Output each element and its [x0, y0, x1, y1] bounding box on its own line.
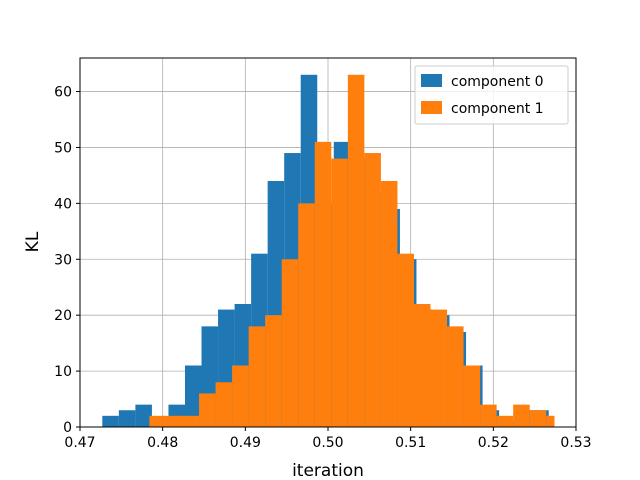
- histogram-bar-series-1: [165, 415, 183, 427]
- y-tick-label: 40: [54, 196, 72, 212]
- histogram-bar-series-1: [529, 410, 547, 427]
- histogram-bar-series-1: [347, 74, 365, 427]
- histogram-bar-series-1: [364, 153, 381, 427]
- x-tick-label: 0.47: [64, 435, 95, 451]
- histogram-bar-series-0: [184, 365, 202, 427]
- x-tick-label: 0.50: [312, 435, 343, 451]
- histogram-bar-series-1: [281, 259, 299, 427]
- histogram-bar-series-1: [480, 404, 497, 427]
- histogram-bar-series-1: [496, 415, 514, 427]
- histogram-bar-series-1: [463, 365, 481, 427]
- histogram-bars: [102, 74, 555, 428]
- histogram-bar-series-1: [430, 309, 448, 427]
- y-tick-label: 60: [54, 85, 72, 101]
- legend-swatch: [421, 74, 442, 87]
- y-axis-label: KL: [23, 231, 43, 252]
- x-tick-label: 0.51: [395, 435, 426, 451]
- histogram-bar-series-1: [380, 181, 398, 427]
- histogram-bar-series-1: [447, 326, 464, 427]
- x-tick-label: 0.48: [147, 435, 178, 451]
- legend-swatch: [421, 101, 442, 114]
- legend-box: [414, 65, 569, 125]
- x-tick-label: 0.53: [560, 435, 591, 451]
- y-tick-label: 50: [54, 140, 72, 156]
- histogram-bar-series-1: [314, 141, 332, 427]
- legend-label: component 1: [451, 101, 544, 117]
- histogram-bar-series-1: [298, 203, 315, 427]
- x-tick-label: 0.52: [478, 435, 509, 451]
- y-tick-label: 30: [54, 252, 72, 268]
- histogram-bar-series-0: [118, 410, 136, 427]
- x-tick-label: 0.49: [230, 435, 261, 451]
- histogram-bar-series-1: [397, 253, 414, 427]
- histogram-bar-series-1: [215, 382, 233, 427]
- legend: component 0 component 1: [414, 65, 569, 125]
- histogram-bar-series-1: [265, 315, 282, 427]
- histogram-bar-series-1: [149, 415, 166, 427]
- histogram-bar-series-0: [135, 404, 152, 427]
- histogram-bar-series-1: [331, 158, 348, 428]
- histogram-bar-series-1: [413, 304, 431, 427]
- y-tick-label: 10: [54, 364, 72, 380]
- histogram-bar-series-0: [102, 415, 119, 427]
- y-axis-ticks: 0 10 20 30 40 50 60: [54, 85, 80, 436]
- x-axis-label: iteration: [292, 461, 364, 480]
- histogram-bar-series-1: [199, 393, 216, 427]
- y-tick-label: 0: [63, 420, 72, 436]
- legend-label: component 0: [451, 74, 544, 90]
- histogram-bar-series-1: [232, 365, 249, 427]
- y-tick-label: 20: [54, 308, 72, 324]
- histogram-bar-series-1: [513, 404, 530, 427]
- histogram-bar-series-1: [248, 326, 266, 427]
- histogram-bar-series-1: [182, 415, 200, 427]
- x-axis-ticks: 0.47 0.48 0.49 0.50 0.51 0.52 0.53: [64, 427, 592, 451]
- histogram-bar-series-1: [546, 415, 555, 427]
